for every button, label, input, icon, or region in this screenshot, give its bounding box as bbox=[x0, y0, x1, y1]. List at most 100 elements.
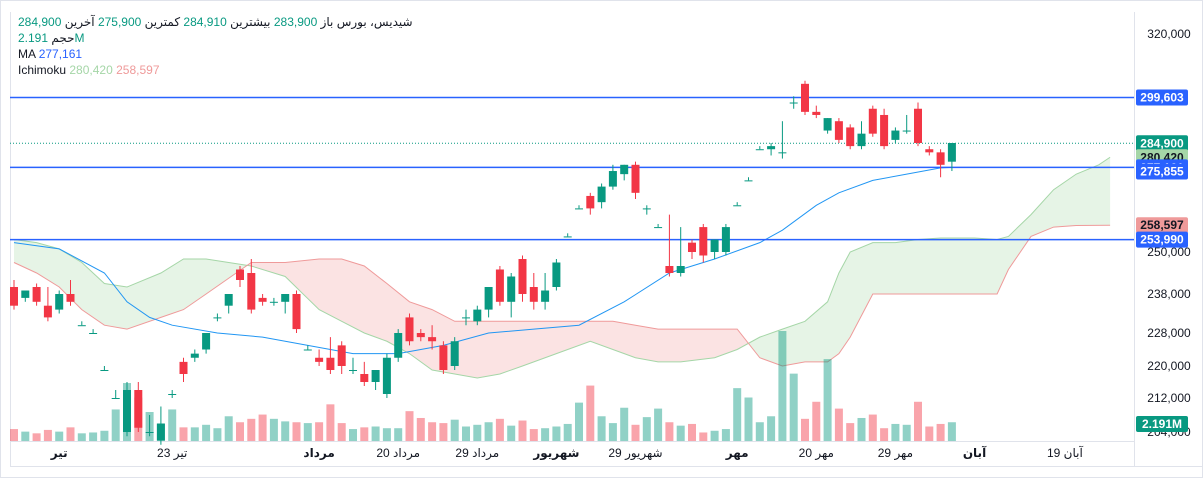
candle-body[interactable] bbox=[902, 130, 911, 132]
candle-body[interactable] bbox=[608, 171, 617, 187]
candle-body[interactable] bbox=[575, 208, 583, 210]
volume-bar bbox=[416, 417, 425, 441]
volume-bar bbox=[360, 427, 369, 441]
candle-body[interactable] bbox=[156, 423, 165, 441]
candle-body[interactable] bbox=[767, 146, 776, 150]
candle-body[interactable] bbox=[77, 325, 86, 327]
candle-body[interactable] bbox=[337, 345, 346, 366]
price-label-badge bbox=[1136, 231, 1188, 248]
candle-body[interactable] bbox=[823, 118, 832, 131]
candle-body[interactable] bbox=[21, 290, 30, 298]
volume-bar bbox=[936, 423, 945, 441]
candle-body[interactable] bbox=[529, 287, 538, 302]
candle-body[interactable] bbox=[495, 269, 504, 302]
candle-body[interactable] bbox=[145, 432, 154, 433]
candle-body[interactable] bbox=[349, 370, 357, 371]
candle-body[interactable] bbox=[360, 374, 369, 382]
candle-body[interactable] bbox=[541, 290, 550, 302]
candle-body[interactable] bbox=[43, 305, 52, 318]
candle-body[interactable] bbox=[868, 108, 877, 134]
candle-body[interactable] bbox=[32, 287, 41, 302]
candle-body[interactable] bbox=[597, 186, 606, 203]
legend-low-label: کمترین bbox=[144, 15, 181, 29]
candle-body[interactable] bbox=[89, 333, 98, 334]
candle-body[interactable] bbox=[315, 357, 324, 362]
candle-body[interactable] bbox=[620, 164, 629, 175]
candle-body[interactable] bbox=[394, 333, 403, 358]
candle-body[interactable] bbox=[778, 152, 787, 154]
volume-bar bbox=[247, 418, 256, 441]
candle-body[interactable] bbox=[563, 236, 572, 238]
candle-body[interactable] bbox=[111, 398, 120, 399]
candle-body[interactable] bbox=[326, 357, 335, 370]
candle-body[interactable] bbox=[292, 294, 301, 330]
legend-open-value: 283,900 bbox=[273, 15, 318, 29]
candle-body[interactable] bbox=[925, 149, 934, 153]
candle-body[interactable] bbox=[473, 309, 482, 322]
candle-body[interactable] bbox=[66, 294, 75, 302]
candle-body[interactable] bbox=[631, 164, 640, 193]
candle-body[interactable] bbox=[688, 242, 696, 252]
candle-body[interactable] bbox=[654, 227, 663, 229]
candle-body[interactable] bbox=[744, 180, 753, 182]
candle-body[interactable] bbox=[518, 259, 527, 294]
candle-body[interactable] bbox=[10, 287, 18, 306]
candle-body[interactable] bbox=[812, 111, 821, 115]
candle-body[interactable] bbox=[755, 149, 764, 151]
candle-body[interactable] bbox=[552, 262, 561, 288]
candle-body[interactable] bbox=[665, 266, 674, 273]
candle-body[interactable] bbox=[123, 390, 131, 432]
candle-body[interactable] bbox=[846, 127, 855, 147]
candle-body[interactable] bbox=[168, 394, 177, 395]
volume-bar bbox=[473, 424, 482, 441]
candle-body[interactable] bbox=[710, 239, 719, 252]
candle-body[interactable] bbox=[303, 349, 312, 351]
candle-body[interactable] bbox=[914, 108, 922, 143]
volume-bar bbox=[55, 431, 64, 441]
candle-body[interactable] bbox=[439, 345, 448, 370]
legend-symbol: شیدیس، بورس bbox=[336, 15, 413, 29]
legend-ichimoku-label: Ichimoku bbox=[18, 63, 67, 77]
candle-body[interactable] bbox=[947, 143, 956, 162]
candle-body[interactable] bbox=[699, 227, 708, 256]
candle-body[interactable] bbox=[258, 297, 267, 302]
candle-body[interactable] bbox=[450, 341, 459, 366]
candle-body[interactable] bbox=[462, 317, 470, 319]
candle-body[interactable] bbox=[801, 83, 809, 112]
candle-body[interactable] bbox=[642, 208, 651, 210]
candle-body[interactable] bbox=[405, 317, 414, 342]
candle-body[interactable] bbox=[721, 227, 730, 252]
candle-body[interactable] bbox=[236, 269, 244, 281]
candle-body[interactable] bbox=[247, 273, 256, 310]
candle-body[interactable] bbox=[507, 276, 516, 302]
candle-body[interactable] bbox=[100, 370, 109, 371]
candle-body[interactable] bbox=[484, 287, 493, 310]
ichimoku-span-a-line bbox=[13, 156, 1111, 379]
volume-bar bbox=[563, 423, 572, 441]
candle-body[interactable] bbox=[834, 121, 843, 140]
price-label-badge bbox=[1136, 89, 1188, 106]
candle-body[interactable] bbox=[269, 301, 278, 303]
candle-body[interactable] bbox=[428, 337, 437, 342]
candle-body[interactable] bbox=[857, 133, 866, 147]
candle-body[interactable] bbox=[676, 266, 685, 273]
candle-body[interactable] bbox=[281, 294, 290, 302]
candle-body[interactable] bbox=[586, 195, 595, 209]
candle-body[interactable] bbox=[733, 205, 742, 207]
candle-body[interactable] bbox=[416, 333, 425, 338]
candle-body[interactable] bbox=[202, 333, 211, 350]
candle-body[interactable] bbox=[179, 361, 188, 374]
candle-body[interactable] bbox=[891, 130, 900, 140]
candle-body[interactable] bbox=[213, 317, 222, 319]
candle-body[interactable] bbox=[134, 390, 143, 428]
candle-body[interactable] bbox=[880, 114, 889, 147]
candle-body[interactable] bbox=[789, 102, 798, 104]
candle-body[interactable] bbox=[190, 353, 199, 358]
candle-body[interactable] bbox=[936, 152, 945, 165]
candle-body[interactable] bbox=[371, 370, 380, 382]
candle-body[interactable] bbox=[382, 357, 391, 394]
candle-body[interactable] bbox=[55, 294, 64, 310]
candle-body[interactable] bbox=[224, 294, 233, 306]
volume-bar bbox=[462, 426, 470, 441]
